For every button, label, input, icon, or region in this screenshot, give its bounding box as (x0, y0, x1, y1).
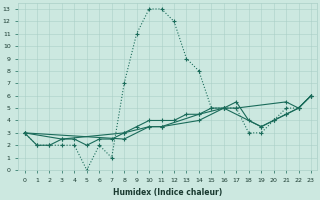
X-axis label: Humidex (Indice chaleur): Humidex (Indice chaleur) (113, 188, 222, 197)
